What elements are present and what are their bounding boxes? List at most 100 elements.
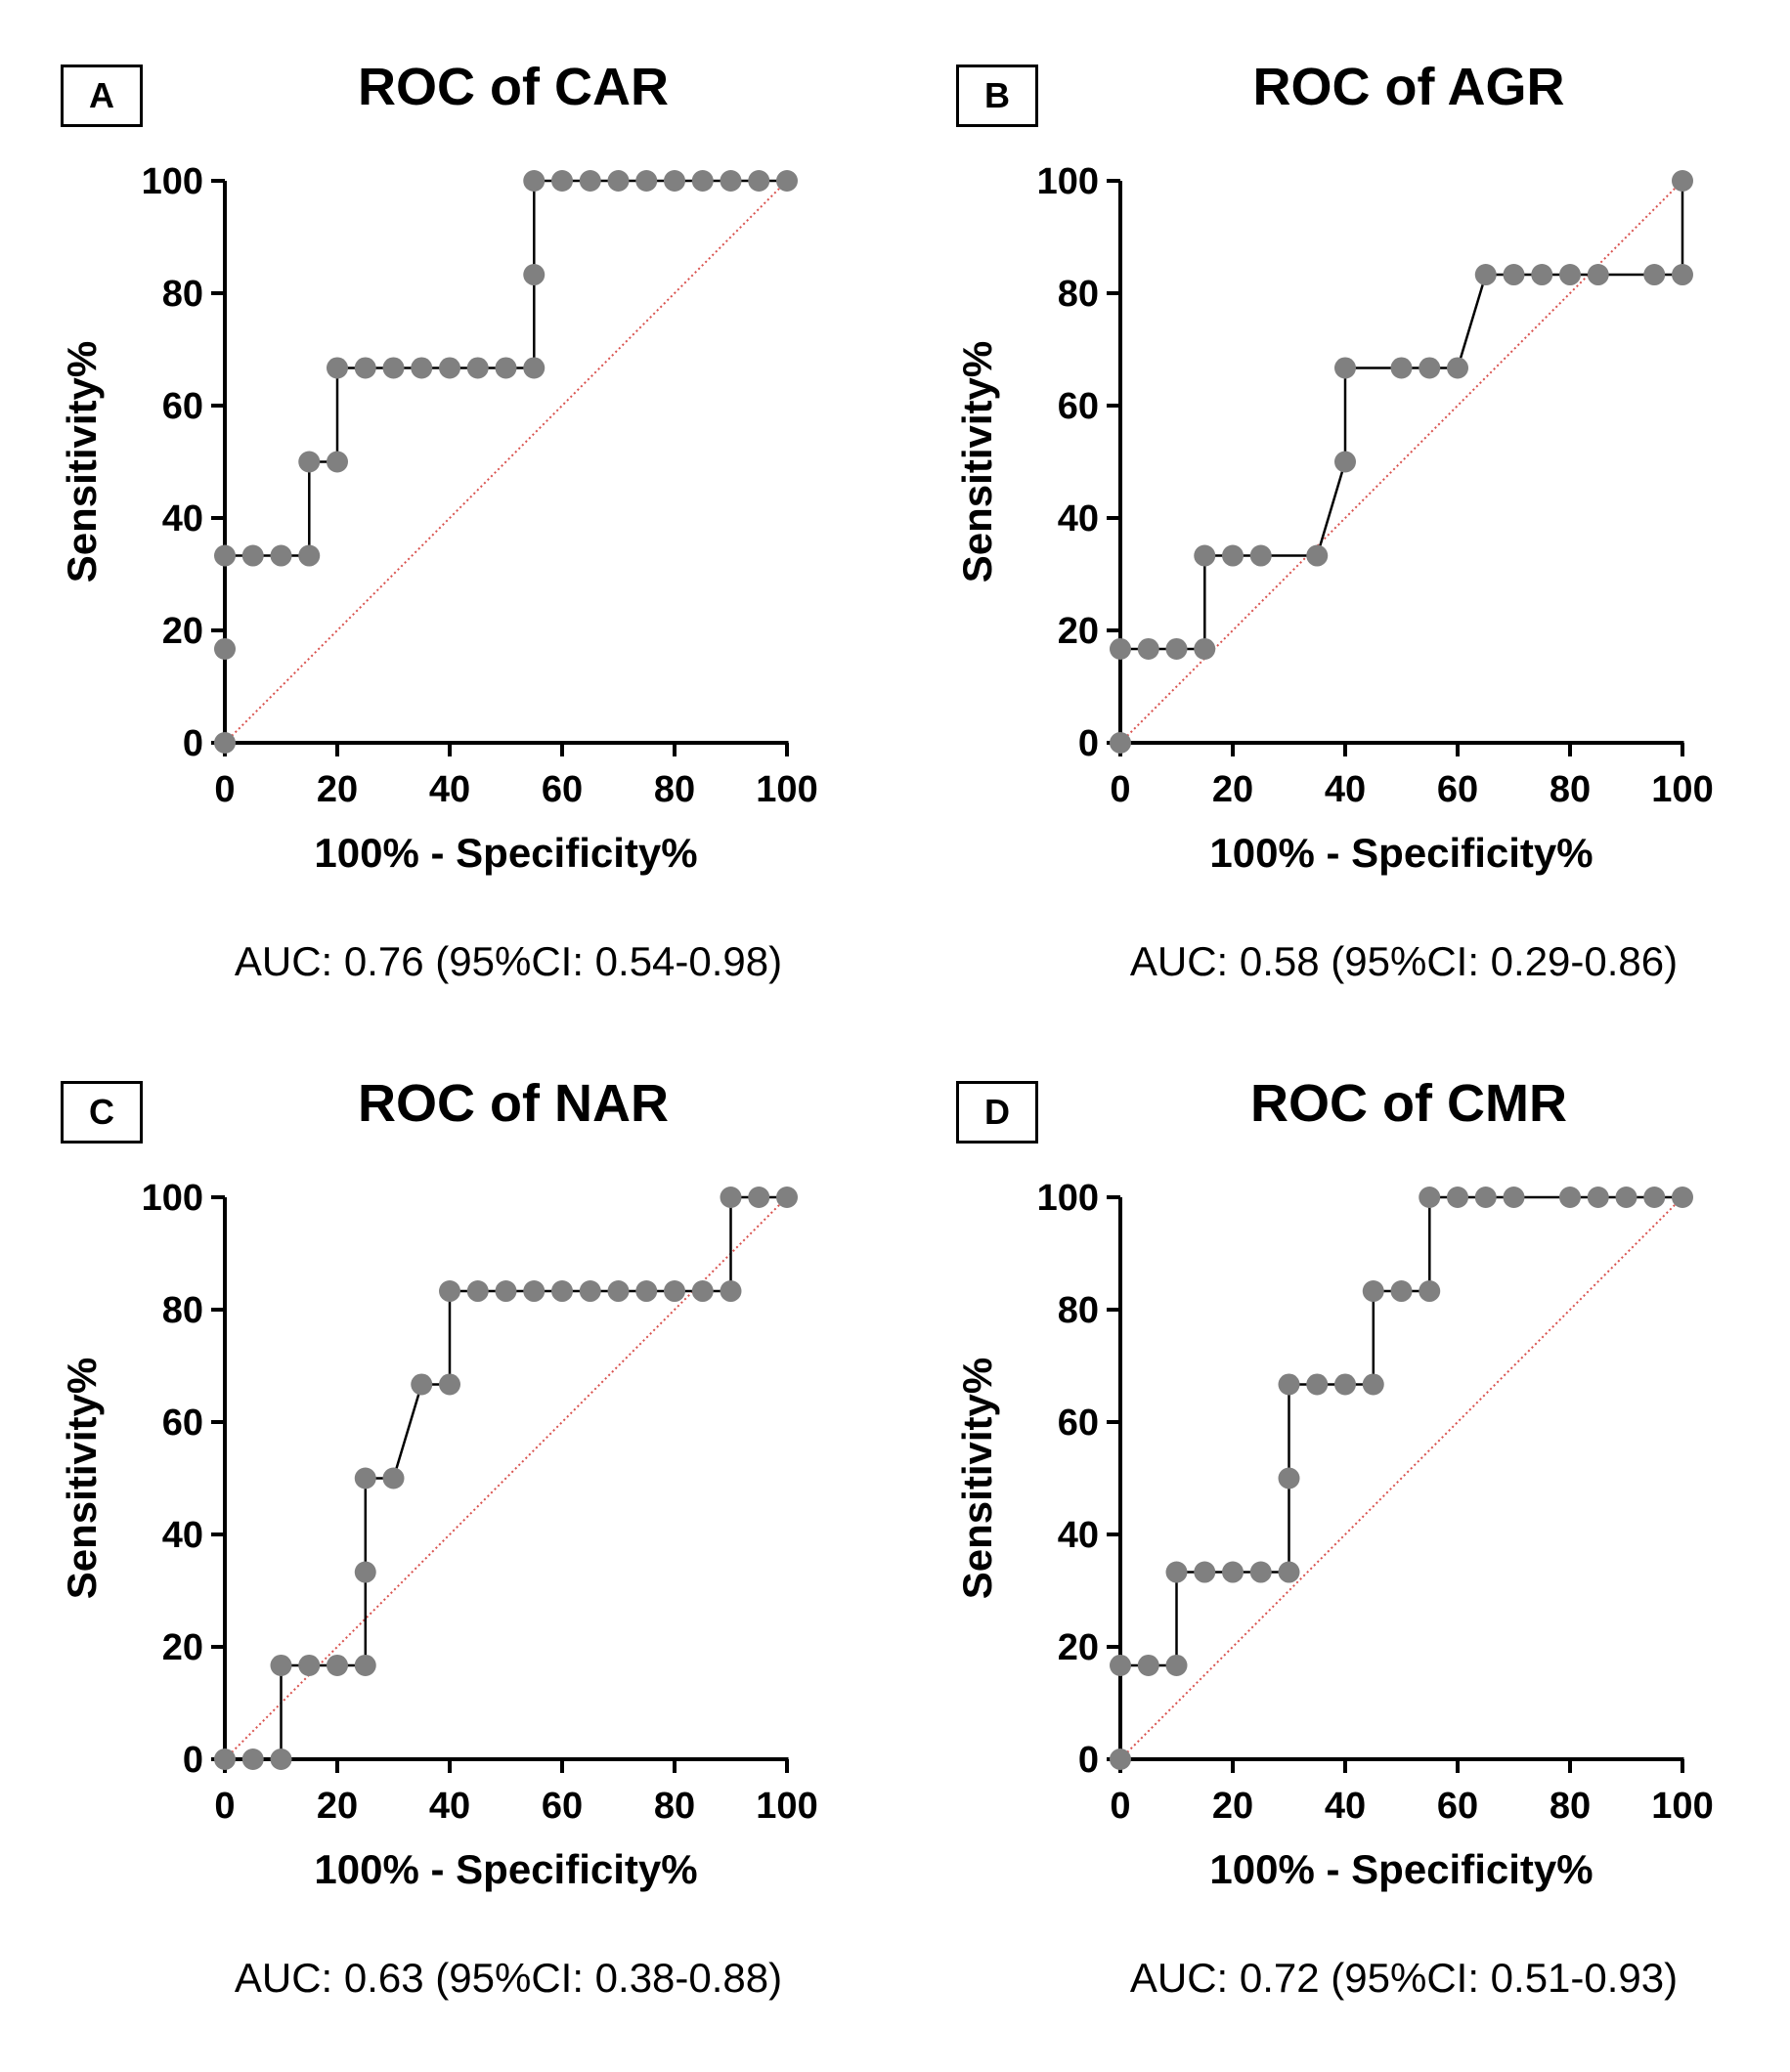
roc-point [214, 1748, 236, 1770]
auc-annotation: AUC: 0.63 (95%CI: 0.38-0.88) [234, 1955, 783, 2001]
chart-title: ROC of AGR [1252, 58, 1565, 116]
roc-panel-a: A ROC of CAR 0 20 40 60 80 100 0 20 40 60 80 100 100% … [0, 0, 895, 1036]
roc-point [1362, 1373, 1384, 1396]
roc-point [776, 1187, 798, 1208]
y-axis-title: Sensitivity% [59, 341, 105, 583]
roc-point [1165, 1561, 1188, 1583]
roc-point [748, 170, 770, 192]
x-tick-label: 0 [1110, 1786, 1130, 1827]
auc-annotation: AUC: 0.76 (95%CI: 0.54-0.98) [234, 938, 783, 984]
x-tick-label: 20 [317, 1786, 358, 1827]
roc-point [214, 544, 236, 567]
roc-point [298, 544, 321, 567]
roc-point [298, 451, 321, 473]
x-axis-title: 100% - Specificity% [314, 830, 697, 876]
roc-point [382, 357, 405, 379]
y-tick-label: 40 [162, 1515, 203, 1556]
y-axis-title: Sensitivity% [954, 1358, 1000, 1599]
x-tick-label: 60 [1437, 769, 1478, 810]
roc-point [1194, 544, 1216, 567]
roc-point [1110, 1654, 1131, 1676]
roc-point [327, 1654, 348, 1676]
roc-plot: 0 20 40 60 80 100 0 20 40 60 80 100 100% - Specifici… [59, 1178, 818, 1892]
roc-point [664, 1280, 685, 1303]
roc-point [354, 1467, 376, 1489]
roc-point [523, 170, 546, 192]
roc-point [354, 357, 376, 379]
roc-point [1249, 1561, 1272, 1583]
roc-point [1447, 357, 1468, 379]
roc-point [748, 1187, 770, 1208]
y-tick-label: 0 [183, 1740, 203, 1781]
roc-point [720, 1187, 742, 1208]
roc-point [1249, 544, 1272, 567]
roc-point [1474, 264, 1497, 286]
roc-point [1278, 1561, 1300, 1583]
roc-point [270, 1748, 292, 1770]
panel-label: B [956, 65, 1038, 127]
y-tick-label: 20 [1058, 611, 1099, 652]
x-axis-title: 100% - Specificity% [1209, 830, 1593, 876]
roc-point [691, 1280, 714, 1303]
y-tick-label: 60 [1058, 1403, 1099, 1444]
x-tick-label: 60 [1437, 1786, 1478, 1827]
roc-point [298, 1654, 321, 1676]
x-tick-label: 60 [542, 1786, 583, 1827]
y-tick-label: 20 [162, 1627, 203, 1668]
roc-point [1362, 1280, 1384, 1303]
roc-point [1110, 1748, 1131, 1770]
x-axis-title: 100% - Specificity% [1209, 1846, 1593, 1892]
roc-point [1672, 170, 1693, 192]
x-tick-label: 0 [1110, 769, 1130, 810]
roc-panel-c: C ROC of NAR 0 20 40 60 80 100 0 20 40 60 80 100 100% … [0, 1016, 895, 2052]
x-tick-label: 80 [654, 769, 695, 810]
chart-title: ROC of CMR [1250, 1074, 1567, 1133]
y-tick-label: 40 [162, 498, 203, 540]
roc-point [1672, 264, 1693, 286]
roc-point [1474, 1187, 1497, 1208]
roc-point [1390, 357, 1413, 379]
roc-point [1137, 637, 1159, 660]
roc-point [439, 357, 460, 379]
y-tick-label: 20 [162, 611, 203, 652]
roc-point [691, 170, 714, 192]
roc-point [241, 1748, 264, 1770]
chart-title: ROC of CAR [358, 58, 669, 116]
y-tick-label: 60 [1058, 386, 1099, 427]
roc-point [1615, 1187, 1637, 1208]
roc-point [635, 170, 658, 192]
roc-point [411, 357, 433, 379]
x-tick-label: 40 [1325, 1786, 1366, 1827]
roc-point [1643, 1187, 1666, 1208]
y-tick-label: 60 [162, 386, 203, 427]
roc-point [776, 170, 798, 192]
panel-label: A [61, 65, 143, 127]
y-tick-label: 100 [142, 161, 203, 202]
x-tick-label: 80 [1550, 769, 1591, 810]
roc-point [1278, 1373, 1300, 1396]
x-tick-label: 20 [1212, 769, 1253, 810]
y-tick-label: 80 [1058, 274, 1099, 315]
roc-point [1194, 637, 1216, 660]
roc-point [327, 357, 348, 379]
roc-point [1419, 1187, 1441, 1208]
roc-point [523, 357, 546, 379]
panel-label: C [61, 1081, 143, 1144]
roc-point [1306, 544, 1329, 567]
roc-panel-b: B ROC of AGR 0 20 40 60 80 100 0 20 40 60 80 100 100% … [895, 0, 1790, 1036]
x-tick-label: 80 [1550, 1786, 1591, 1827]
x-tick-label: 60 [542, 769, 583, 810]
roc-point [1334, 1373, 1356, 1396]
roc-point [439, 1373, 460, 1396]
roc-point [1419, 357, 1441, 379]
roc-plot: 0 20 40 60 80 100 0 20 40 60 80 100 100% - Specifici… [954, 161, 1714, 876]
auc-annotation: AUC: 0.72 (95%CI: 0.51-0.93) [1129, 1955, 1679, 2001]
roc-point [411, 1373, 433, 1396]
y-tick-label: 100 [1037, 1178, 1099, 1219]
roc-point [579, 170, 601, 192]
x-tick-label: 40 [429, 1786, 470, 1827]
roc-plot: 0 20 40 60 80 100 0 20 40 60 80 100 100% - Specifici… [954, 1178, 1714, 1892]
y-axis-title: Sensitivity% [954, 341, 1000, 583]
reference-line [224, 180, 788, 744]
roc-point [1447, 1187, 1468, 1208]
